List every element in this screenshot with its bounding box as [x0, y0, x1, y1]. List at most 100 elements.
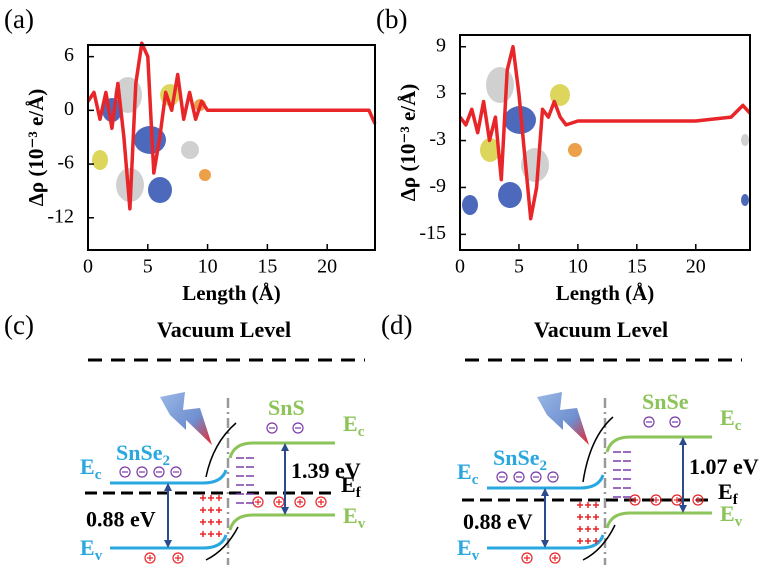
hole-sign [318, 499, 324, 505]
material-label: SnSe [642, 389, 689, 414]
electron [119, 466, 131, 478]
band-label: Ec [720, 405, 742, 434]
band-label-sub: c [358, 424, 365, 440]
x-tick-label: 0 [455, 256, 465, 278]
hole [549, 552, 561, 564]
transfer-arrow [205, 422, 237, 478]
y-tick-label: -15 [419, 222, 446, 244]
light-bolt [537, 392, 589, 445]
fixed-charge [577, 502, 583, 508]
x-axis-label: Length (Å) [556, 281, 655, 305]
arrow-head [281, 443, 289, 515]
electron [292, 422, 304, 434]
x-tick-label: 20 [317, 256, 337, 278]
fixed-charge [585, 538, 591, 544]
band-label: Ef [718, 479, 739, 508]
fixed-charge [216, 531, 222, 537]
band-label-main: E [341, 472, 356, 497]
left-band [110, 534, 228, 550]
fixed-charge [200, 495, 206, 501]
band-label: Ev [343, 503, 366, 532]
fixed-charge [216, 495, 222, 501]
panel-label: (b) [376, 4, 407, 34]
gap-label: 1.39 eV [291, 458, 361, 483]
y-tick-label: -3 [429, 128, 446, 150]
y-tick-label: 3 [436, 81, 446, 103]
panel-label: (c) [4, 310, 34, 340]
x-axis-label: Length (Å) [182, 281, 281, 305]
arrow-head [164, 483, 172, 548]
left-band [110, 469, 228, 485]
transfer-arrow [205, 526, 239, 561]
band-label: Ev [720, 501, 743, 530]
band-label-main: E [720, 405, 735, 430]
hole-sign [255, 499, 261, 505]
band-label: Ec [457, 459, 479, 488]
electron [530, 471, 542, 483]
band-label-sub: c [472, 472, 479, 488]
right-band [228, 441, 335, 459]
fixed-charge [216, 519, 222, 525]
x-tick-label: 5 [143, 256, 153, 278]
fixed-charge [216, 507, 222, 513]
fixed-charge [208, 531, 214, 537]
light-bolt [160, 392, 212, 445]
panel-label: (a) [4, 4, 34, 34]
transfer-arrow [582, 524, 616, 561]
material-label: SnSe2 [493, 445, 547, 474]
hole-sign [147, 555, 153, 561]
right-band [605, 511, 712, 529]
right-band [605, 435, 712, 453]
band-label-main: E [457, 535, 472, 560]
y-tick-label: -6 [57, 152, 74, 174]
fixed-charge [593, 502, 599, 508]
band-label-sub: v [735, 514, 743, 530]
hole [521, 552, 533, 564]
band-label-main: E [718, 479, 733, 504]
band-label: Ec [343, 411, 365, 440]
transfer-arrow [582, 416, 614, 483]
band-label: Ev [457, 535, 480, 564]
hole-sign [552, 555, 558, 561]
x-tick-label: 0 [83, 256, 93, 278]
material-label-sub: 2 [539, 458, 547, 474]
right-band [228, 513, 335, 531]
left-band [487, 474, 605, 490]
hole-sign [695, 497, 701, 503]
material-label-main: SnSe [493, 445, 540, 470]
plot-frame [459, 34, 751, 251]
hole [629, 494, 641, 506]
material-label-main: SnSe [116, 440, 163, 465]
y-axis-label: Δρ (10⁻³ e/Å) [396, 84, 420, 202]
electron [643, 416, 655, 428]
fixed-charge [577, 526, 583, 532]
hole-sign [297, 499, 303, 505]
hole-sign [276, 499, 282, 505]
band-label-main: E [720, 501, 735, 526]
hole-sign [632, 497, 638, 503]
arrow-head [679, 437, 687, 513]
hole-sign [653, 497, 659, 503]
hole [692, 494, 704, 506]
fixed-charge [200, 519, 206, 525]
vacuum-label: Vacuum Level [534, 317, 668, 342]
band-label-sub: c [735, 418, 742, 434]
band-label-sub: v [472, 548, 480, 564]
plot-frame [87, 44, 376, 251]
band-label-main: E [457, 459, 472, 484]
x-tick-label: 10 [198, 256, 218, 278]
electron [153, 466, 165, 478]
fixed-charge [593, 526, 599, 532]
x-tick-label: 15 [627, 256, 647, 278]
band-label: Ef [341, 472, 362, 501]
x-tick-label: 15 [257, 256, 277, 278]
electron [170, 466, 182, 478]
data-line [86, 41, 377, 211]
band-label-sub: f [356, 485, 362, 501]
fixed-charge [200, 507, 206, 513]
y-tick-label: 9 [436, 34, 446, 56]
fixed-charge [208, 519, 214, 525]
fixed-charge [200, 531, 206, 537]
hole-sign [175, 555, 181, 561]
material-label: SnS [268, 395, 305, 420]
